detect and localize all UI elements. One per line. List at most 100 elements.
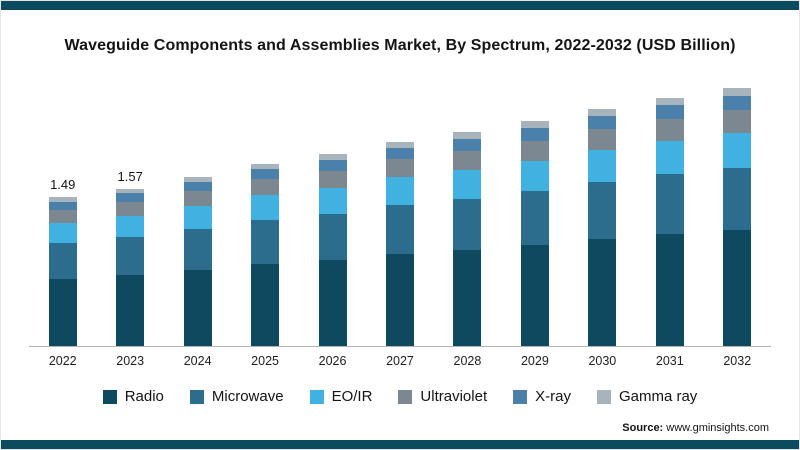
stacked-bar xyxy=(318,154,347,346)
x-axis-label: 2024 xyxy=(183,354,212,368)
bar-group xyxy=(501,81,568,346)
bar-group xyxy=(366,81,433,346)
legend-swatch xyxy=(513,389,528,404)
bar-group xyxy=(299,81,366,346)
legend-item: Microwave xyxy=(189,388,284,405)
bar-segment xyxy=(183,206,212,229)
bar-segment xyxy=(183,182,212,191)
bar-group xyxy=(569,81,636,346)
bar-segment xyxy=(385,177,414,205)
legend-item: Gamma ray xyxy=(596,388,698,405)
bar-segment xyxy=(251,169,280,179)
bar-segment xyxy=(116,275,145,346)
legend-swatch xyxy=(102,389,117,404)
stacked-bar xyxy=(183,177,212,346)
bar-segment xyxy=(48,243,77,279)
bar-segment xyxy=(385,205,414,254)
bar-segment xyxy=(588,182,617,239)
bar-segment xyxy=(48,223,77,243)
bar-segment xyxy=(520,161,549,191)
bar-segment xyxy=(520,141,549,161)
top-border-bar xyxy=(1,1,799,10)
bar-segment xyxy=(385,159,414,177)
bar-segment xyxy=(723,88,752,96)
bar-segment xyxy=(453,151,482,170)
bar-segment xyxy=(318,171,347,188)
legend-swatch xyxy=(309,389,324,404)
legend-label: EO/IR xyxy=(331,388,373,405)
stacked-bar xyxy=(116,189,145,346)
x-axis-label: 2029 xyxy=(520,354,549,368)
bar-segment xyxy=(385,148,414,159)
bottom-border-bar xyxy=(1,440,799,449)
bar-segment xyxy=(183,270,212,346)
legend: Radio Microwave EO/IR Ultraviolet X-ray Gamma… xyxy=(1,388,799,405)
legend-item: Radio xyxy=(102,388,164,405)
bar-segment xyxy=(588,150,617,182)
bar-segment xyxy=(48,197,77,202)
stacked-bar xyxy=(385,142,414,346)
stacked-bar xyxy=(588,109,617,346)
source-prefix: Source: xyxy=(622,422,664,434)
bar-segment xyxy=(520,191,549,245)
legend-label: Gamma ray xyxy=(618,388,698,405)
bar-segment xyxy=(588,129,617,150)
stacked-bar xyxy=(453,132,482,346)
stacked-bar xyxy=(723,88,752,346)
bar-segment xyxy=(520,245,549,346)
legend-label: Microwave xyxy=(211,388,284,405)
bar-group: 1.49 xyxy=(29,81,96,346)
bar-group: 1.57 xyxy=(96,81,163,346)
x-axis-label: 2030 xyxy=(588,354,617,368)
stacked-bar xyxy=(520,121,549,346)
bar-segment xyxy=(520,128,549,141)
bar-segment xyxy=(318,188,347,214)
x-axis-label: 2028 xyxy=(453,354,482,368)
legend-label: Radio xyxy=(124,388,164,405)
bar-segment xyxy=(251,195,280,220)
legend-item: EO/IR xyxy=(309,388,373,405)
legend-item: Ultraviolet xyxy=(398,388,487,405)
bar-segment xyxy=(116,189,145,193)
page-title: Waveguide Components and Assemblies Mark… xyxy=(64,37,736,54)
x-axis-label: 2027 xyxy=(386,354,414,368)
bar-segment xyxy=(453,250,482,346)
bar-segment xyxy=(453,132,482,139)
x-axis-label: 2026 xyxy=(318,354,347,368)
bar-segment xyxy=(655,105,684,119)
bar-segment xyxy=(318,260,347,346)
x-axis-label: 2022 xyxy=(48,354,77,368)
bar-segment xyxy=(116,237,145,275)
bar-segment xyxy=(655,234,684,346)
bar-segment xyxy=(318,154,347,160)
bar-segment xyxy=(723,133,752,168)
bar-segment xyxy=(655,174,684,234)
x-axis-label: 2025 xyxy=(251,354,279,368)
bar-segment xyxy=(655,119,684,141)
bar-segment xyxy=(588,116,617,129)
bar-segment xyxy=(318,214,347,260)
bar-value-label: 1.57 xyxy=(117,169,143,184)
bar-segment xyxy=(183,177,212,182)
bar-segment xyxy=(251,164,280,169)
bar-segment xyxy=(48,202,77,210)
bar-segment xyxy=(520,121,549,128)
x-axis-label: 2032 xyxy=(723,354,752,368)
stacked-bar xyxy=(251,164,280,346)
x-axis-label: 2031 xyxy=(655,354,684,368)
bar-segment xyxy=(385,254,414,346)
source-site: www.gminsights.com xyxy=(666,422,769,434)
bar-group xyxy=(636,81,703,346)
bar-segment xyxy=(588,109,617,116)
bar-segment xyxy=(723,230,752,346)
bar-segment xyxy=(116,216,145,237)
bar-segment xyxy=(251,179,280,195)
plot-area: 1.49 1.57 xyxy=(29,81,771,347)
bar-segment xyxy=(116,202,145,216)
bar-segment xyxy=(655,141,684,174)
x-axis-label: 2023 xyxy=(116,354,145,368)
bar-value-label: 1.49 xyxy=(50,177,76,192)
bar-segment xyxy=(453,139,482,151)
bar-segment xyxy=(48,279,77,346)
